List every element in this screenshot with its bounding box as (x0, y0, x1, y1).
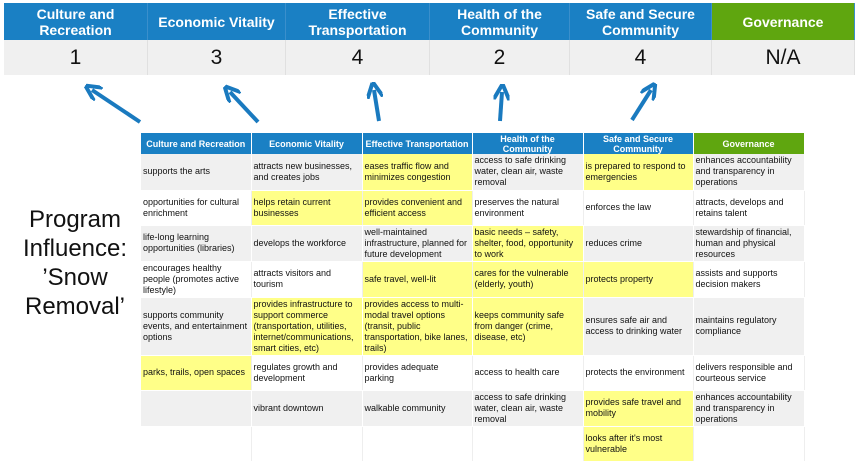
column-header: Health of the Community (472, 133, 584, 154)
table-cell: supports community events, and entertain… (141, 297, 252, 356)
table-cell: safe travel, well-lit (362, 261, 473, 298)
outcomes-table: Culture and Recreation Economic Vitality E… (141, 133, 805, 462)
summary-header: Health of the Community (430, 3, 570, 40)
table-cell: access to health care (472, 355, 584, 391)
label-line: Removal’ (24, 293, 126, 320)
table-row: opportunities for cultural enrichment hel… (141, 190, 805, 226)
table-cell: basic needs – safety, shelter, food, opp… (472, 225, 584, 262)
table-cell: provides convenient and efficient access (362, 190, 473, 226)
table-cell: develops the workforce (251, 225, 363, 262)
summary-header: Governance (712, 3, 855, 40)
table-row: life-long learning opportunities (librar… (141, 225, 805, 262)
table-cell (141, 390, 252, 427)
column-header: Culture and Recreation (141, 133, 252, 154)
table-row: supports the arts attracts new businesses… (141, 154, 805, 191)
table-row: supports community events, and entertain… (141, 297, 805, 356)
table-cell: parks, trails, open spaces (141, 355, 252, 391)
table-cell: attracts new businesses, and creates job… (251, 154, 363, 191)
table-row: vibrant downtown walkable community access… (141, 390, 805, 427)
summary-value: 2 (430, 40, 570, 75)
table-header-row: Culture and Recreation Economic Vitality E… (141, 133, 805, 154)
table-row: looks after it's most vulnerable (141, 426, 805, 462)
table-cell: walkable community (362, 390, 473, 427)
table-cell: maintains regulatory compliance (693, 297, 805, 356)
summary-header: Safe and Secure Community (570, 3, 712, 40)
column-header: Economic Vitality (251, 133, 363, 154)
table-cell: well-maintained infrastructure, planned … (362, 225, 473, 262)
summary-scorecard: Culture and Recreation 1 Economic Vitality… (4, 3, 855, 75)
table-cell: provides safe travel and mobility (583, 390, 694, 427)
summary-value: 3 (148, 40, 286, 75)
table-cell: provides infrastructure to support comme… (251, 297, 363, 356)
table-cell: stewardship of financial, human and phys… (693, 225, 805, 262)
column-header: Effective Transportation (362, 133, 473, 154)
table-cell: looks after it's most vulnerable (583, 426, 694, 462)
program-influence-label: Program Influence: ’Snow Removal’ (10, 205, 140, 321)
table-cell: keeps community safe from danger (crime,… (472, 297, 584, 356)
table-cell: attracts visitors and tourism (251, 261, 363, 298)
table-cell: provides access to multi-modal travel op… (362, 297, 473, 356)
summary-value: 1 (4, 40, 148, 75)
table-cell: attracts, develops and retains talent (693, 190, 805, 226)
arrows (0, 0, 859, 124)
table-cell: protects property (583, 261, 694, 298)
table-cell: access to safe drinking water, clean air… (472, 390, 584, 427)
column-header: Governance (693, 133, 805, 154)
table-cell: delivers responsible and courteous servi… (693, 355, 805, 391)
table-cell: eases traffic flow and minimizes congest… (362, 154, 473, 191)
summary-value: 4 (570, 40, 712, 75)
summary-value: N/A (712, 40, 855, 75)
table-cell (472, 426, 584, 462)
table-cell (362, 426, 473, 462)
arrow-economic (230, 92, 260, 124)
summary-value: 4 (286, 40, 430, 75)
arrow-safe (630, 90, 651, 122)
arrow-health (500, 92, 502, 122)
table-cell: preserves the natural environment (472, 190, 584, 226)
table-cell: supports the arts (141, 154, 252, 191)
label-line: Influence: (22, 235, 128, 262)
table-cell: is prepared to respond to emergencies (583, 154, 694, 191)
summary-header: Economic Vitality (148, 3, 286, 40)
column-header: Safe and Secure Community (583, 133, 694, 154)
table-cell: enhances accountability and transparency… (693, 390, 805, 427)
table-row: parks, trails, open spaces regulates grow… (141, 355, 805, 391)
table-cell (141, 426, 252, 462)
table-cell: cares for the vulnerable (elderly, youth… (472, 261, 584, 298)
table-cell: regulates growth and development (251, 355, 363, 391)
arrow-culture (92, 90, 142, 124)
table-cell: provides adequate parking (362, 355, 473, 391)
table-cell: helps retain current businesses (251, 190, 363, 226)
table-cell: life-long learning opportunities (librar… (141, 225, 252, 262)
table-cell: protects the environment (583, 355, 694, 391)
table-cell (251, 426, 363, 462)
table-row: encourages healthy people (promotes acti… (141, 261, 805, 298)
table-cell: access to safe drinking water, clean air… (472, 154, 584, 191)
table-cell (693, 426, 805, 462)
summary-header: Effective Transportation (286, 3, 430, 40)
summary-header: Culture and Recreation (4, 3, 148, 40)
table-cell: ensures safe air and access to drinking … (583, 297, 694, 356)
table-cell: vibrant downtown (251, 390, 363, 427)
table-cell: encourages healthy people (promotes acti… (141, 261, 252, 298)
table-cell: opportunities for cultural enrichment (141, 190, 252, 226)
table-cell: enhances accountability and transparency… (693, 154, 805, 191)
label-line: ’Snow (42, 264, 108, 291)
table-cell: assists and supports decision makers (693, 261, 805, 298)
table-cell: reduces crime (583, 225, 694, 262)
label-line: Program (28, 206, 122, 233)
arrow-transportation (374, 90, 379, 122)
table-cell: enforces the law (583, 190, 694, 226)
